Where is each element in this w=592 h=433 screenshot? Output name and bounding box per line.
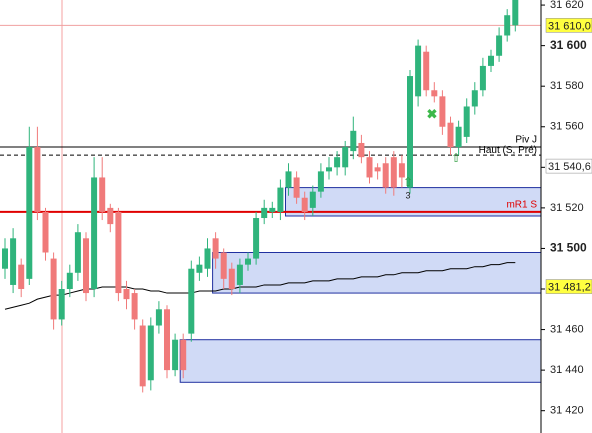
candle-body xyxy=(164,309,170,371)
level-label: mR1 S xyxy=(506,200,537,211)
candle-body xyxy=(293,177,300,198)
price-tag xyxy=(545,279,592,294)
y-tick-label: 31 520 xyxy=(550,202,584,214)
candle-body xyxy=(66,272,73,290)
candle-body xyxy=(463,106,470,137)
candle-body xyxy=(407,76,413,188)
candle-body xyxy=(83,238,89,294)
candle-body xyxy=(447,122,454,148)
candle-body xyxy=(301,197,308,212)
candle-body xyxy=(471,90,478,107)
arrow-icon: ⇧ xyxy=(403,175,413,189)
y-tick-label: 31 500 xyxy=(550,241,587,255)
candle-body xyxy=(107,207,114,225)
y-tick-label: 31 440 xyxy=(550,364,584,376)
candle-body xyxy=(204,248,211,269)
candle-body xyxy=(504,15,511,36)
candle-body xyxy=(115,211,122,294)
candle-body xyxy=(74,232,81,273)
y-tick-label: 31 560 xyxy=(550,121,584,133)
candle-body xyxy=(147,325,154,381)
zone xyxy=(179,339,541,383)
candle-body xyxy=(2,248,8,269)
level-label: Piv J xyxy=(515,135,537,146)
candle-body xyxy=(350,130,357,152)
candle-body xyxy=(431,90,438,97)
moving-average xyxy=(4,262,516,310)
candle-body xyxy=(228,268,235,290)
y-tick-label: 31 420 xyxy=(550,405,584,417)
y-tick-label: 31 460 xyxy=(550,323,584,335)
candle-body xyxy=(390,157,397,188)
candle-body xyxy=(277,187,284,212)
arrow-icon: ⇧ xyxy=(451,151,461,165)
candle-body xyxy=(455,126,462,148)
candle-body xyxy=(317,171,324,192)
price-tag xyxy=(545,18,592,33)
y-tick-label: 31 580 xyxy=(550,80,584,92)
candle-body xyxy=(342,147,349,168)
candle-body xyxy=(334,157,341,168)
price-tag xyxy=(545,158,592,174)
candle-body xyxy=(26,147,33,279)
candle-body xyxy=(366,157,373,178)
zone xyxy=(212,251,541,294)
candle-body xyxy=(50,258,57,320)
candle-body xyxy=(34,147,41,212)
candle-body xyxy=(285,171,292,188)
candle-body xyxy=(58,289,65,320)
candle-body xyxy=(479,65,486,91)
candle-body xyxy=(18,264,25,290)
price-tag-label: 31 610,0 xyxy=(548,20,591,32)
candle-body xyxy=(439,96,446,127)
candle-body xyxy=(123,289,130,300)
candle-body xyxy=(42,211,49,253)
candle-body xyxy=(309,191,316,208)
candle-body xyxy=(269,207,276,212)
cross-icon: ✖ xyxy=(427,106,438,121)
candle-body xyxy=(196,264,203,273)
y-tick-label: 31 620 xyxy=(550,0,584,11)
candle-body xyxy=(326,167,332,172)
candle-body xyxy=(488,55,494,66)
candle-body xyxy=(139,325,146,387)
candle-body xyxy=(253,218,260,259)
candle-body xyxy=(212,238,219,259)
candle-body xyxy=(245,258,251,265)
price-tag-label: 31 481,2 xyxy=(548,281,591,293)
candle-body xyxy=(220,252,227,279)
y-tick-label: 31 600 xyxy=(550,38,587,52)
candle-body xyxy=(180,339,187,371)
candle-body xyxy=(10,238,17,285)
candle-body xyxy=(172,339,179,371)
level-label: Haut (S, Pré) xyxy=(479,145,537,156)
candle-body xyxy=(236,264,243,285)
candle-body xyxy=(374,167,381,172)
price-tag-label: 31 540,6 xyxy=(548,161,591,173)
candle-body xyxy=(261,207,268,219)
candle-body xyxy=(131,293,138,320)
candle-body xyxy=(382,163,389,188)
candle-body xyxy=(496,35,503,56)
candle-body xyxy=(398,163,405,178)
candle-body xyxy=(423,51,430,91)
annotation: 3 xyxy=(405,190,410,200)
candle-body xyxy=(99,177,106,212)
candle-body xyxy=(188,268,195,334)
candle-body xyxy=(512,0,519,26)
candle-body xyxy=(155,309,162,326)
candle-body xyxy=(91,177,98,290)
candle-body xyxy=(358,142,365,158)
candle-body xyxy=(415,45,422,97)
